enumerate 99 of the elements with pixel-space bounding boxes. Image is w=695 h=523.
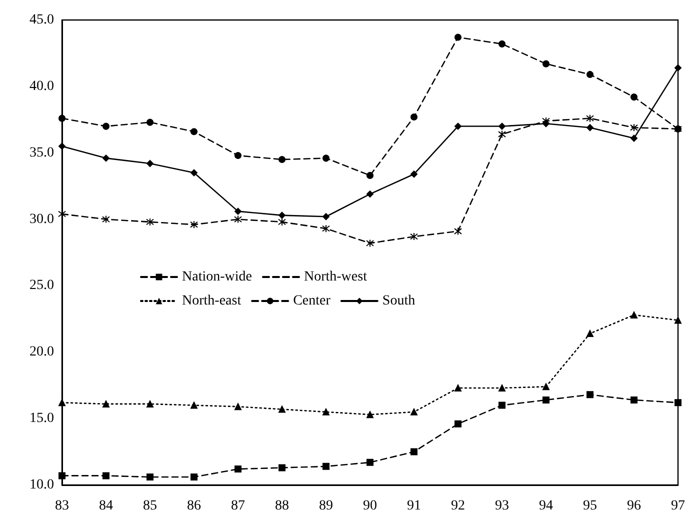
point — [586, 391, 594, 398]
point — [410, 232, 418, 241]
point — [102, 154, 110, 162]
point — [630, 94, 638, 101]
x-tick-label: 85 — [143, 498, 157, 514]
x-tick-label: 84 — [99, 498, 113, 514]
x-tick-label: 91 — [407, 498, 421, 514]
point — [234, 152, 242, 160]
y-tick-label: 25.0 — [30, 278, 54, 294]
x-tick-label: 89 — [319, 498, 333, 514]
point — [190, 169, 198, 176]
point — [146, 160, 154, 167]
point — [542, 396, 550, 404]
point — [498, 402, 506, 409]
y-tick-label: 20.0 — [30, 344, 54, 360]
point — [190, 402, 198, 409]
point — [542, 383, 550, 390]
point — [234, 403, 242, 410]
point — [190, 474, 198, 481]
point — [498, 130, 506, 138]
point — [366, 458, 374, 466]
x-tick-label: 95 — [583, 498, 597, 514]
point — [278, 156, 286, 163]
point — [410, 170, 418, 178]
point — [366, 190, 374, 198]
point — [674, 64, 682, 72]
point — [586, 330, 594, 338]
point — [234, 215, 242, 224]
y-tick-label: 15.0 — [30, 411, 54, 426]
x-tick-label: 86 — [187, 498, 201, 514]
point — [102, 472, 110, 480]
legend-label: Center — [293, 294, 331, 308]
point — [586, 124, 594, 132]
x-tick-label: 97 — [671, 498, 685, 514]
point — [234, 466, 242, 473]
point — [630, 134, 638, 142]
point — [674, 316, 682, 324]
point — [58, 142, 66, 150]
point — [58, 114, 66, 122]
point — [410, 448, 418, 456]
point — [454, 384, 462, 392]
point — [58, 472, 66, 480]
point — [366, 239, 374, 248]
x-tick-label: 96 — [627, 498, 641, 514]
y-tick-label: 45.0 — [30, 12, 54, 28]
point — [454, 122, 462, 130]
point — [102, 400, 110, 408]
point — [102, 122, 110, 130]
point — [498, 122, 506, 130]
y-tick-label: 35.0 — [30, 145, 54, 160]
point — [278, 406, 286, 413]
x-tick-label: 88 — [275, 498, 289, 514]
point — [278, 212, 286, 219]
point — [542, 60, 550, 68]
point — [410, 408, 418, 416]
point — [190, 128, 198, 136]
point — [454, 420, 462, 428]
point — [586, 114, 594, 122]
x-tick-label: 83 — [55, 498, 69, 514]
x-tick-label: 94 — [539, 498, 553, 514]
point — [630, 396, 638, 404]
point — [58, 399, 66, 406]
point — [58, 210, 66, 218]
y-tick-label: 10.0 — [30, 478, 54, 492]
x-tick-label: 92 — [451, 498, 465, 514]
point — [586, 70, 594, 78]
point — [322, 154, 330, 162]
point — [190, 220, 198, 229]
point — [366, 172, 374, 179]
point — [630, 311, 638, 318]
point — [146, 218, 154, 226]
legend-label: Nation-wide — [182, 270, 252, 284]
point — [630, 124, 638, 132]
legend-label: South — [382, 294, 416, 308]
point — [674, 399, 682, 406]
point — [234, 208, 242, 215]
point — [146, 400, 154, 408]
point — [322, 462, 330, 470]
point — [454, 34, 462, 41]
y-tick-label: 40.0 — [30, 78, 54, 94]
x-tick-label: 87 — [231, 498, 245, 514]
point — [498, 40, 506, 48]
point — [322, 224, 330, 233]
legend-label: North-west — [304, 270, 368, 284]
point — [146, 474, 154, 481]
point — [278, 464, 286, 472]
point — [278, 218, 286, 226]
point — [322, 408, 330, 416]
legend-label: North-east — [182, 294, 242, 308]
x-tick-label: 90 — [363, 498, 377, 514]
y-tick-label: 30.0 — [30, 212, 54, 227]
point — [498, 384, 506, 392]
point — [454, 227, 462, 236]
point — [410, 113, 418, 120]
point — [322, 213, 330, 220]
point — [102, 215, 110, 224]
x-tick-label: 93 — [495, 498, 509, 514]
point — [366, 411, 374, 418]
point — [146, 118, 154, 126]
